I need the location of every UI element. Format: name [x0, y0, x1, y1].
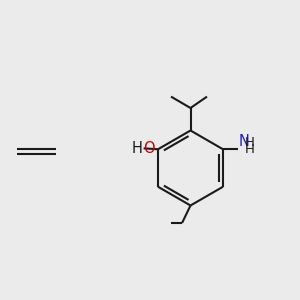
- Text: H: H: [132, 141, 143, 156]
- Text: N: N: [238, 134, 250, 148]
- Text: H: H: [245, 143, 255, 156]
- Text: H: H: [245, 136, 255, 148]
- Text: O: O: [143, 141, 154, 156]
